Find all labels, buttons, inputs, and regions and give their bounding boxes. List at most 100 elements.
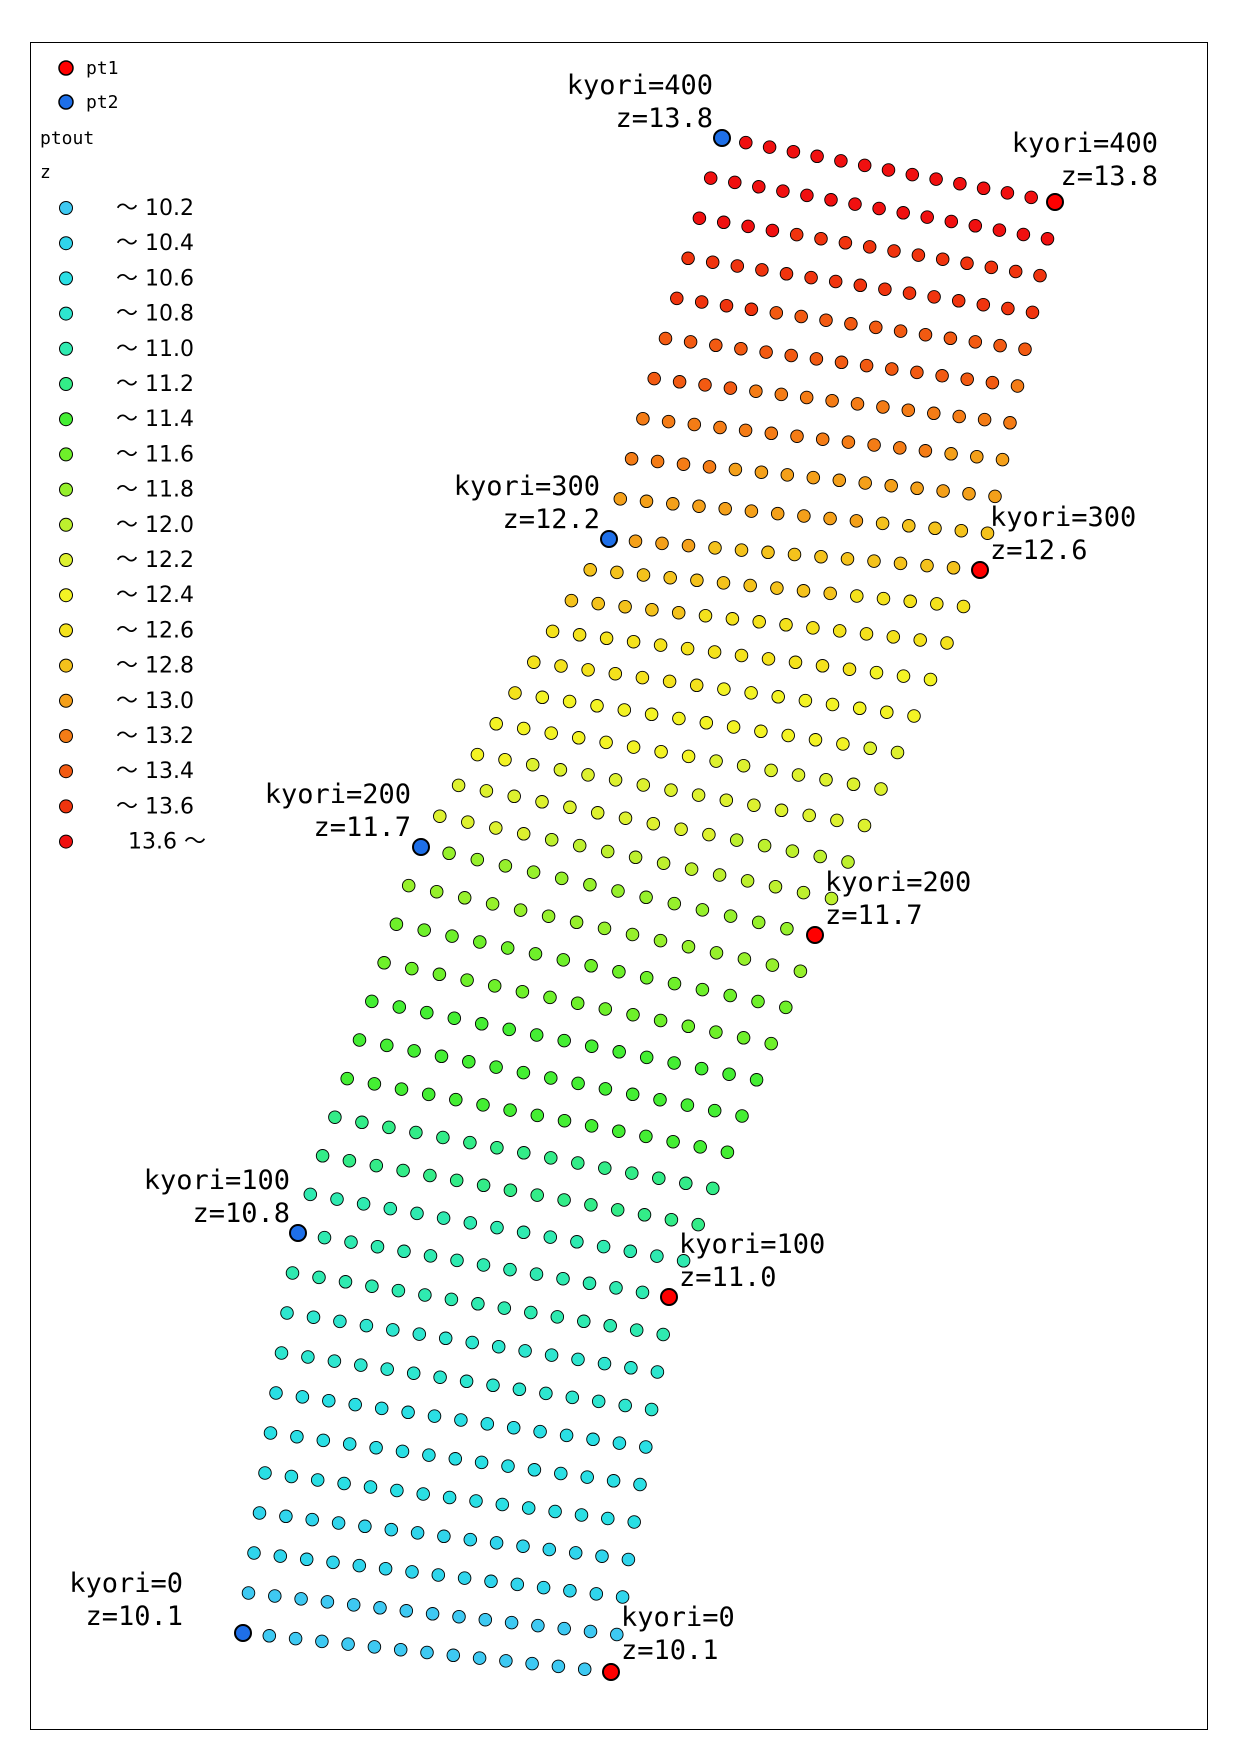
ptout-point xyxy=(288,1631,303,1646)
ptout-point xyxy=(676,457,691,471)
ptout-point xyxy=(512,1382,527,1397)
ptout-point xyxy=(650,1249,664,1263)
ptout-point xyxy=(544,832,559,847)
pt2-marker xyxy=(412,838,430,856)
ptout-point xyxy=(559,1428,574,1443)
ptout-point xyxy=(545,624,560,639)
ptout-point xyxy=(703,171,718,185)
pt1-kyori-label: kyori=200 xyxy=(825,867,971,898)
ptout-point xyxy=(377,956,391,970)
ptout-point xyxy=(687,417,702,432)
ptout-point xyxy=(911,248,926,262)
ptout-point xyxy=(544,1071,558,1085)
pt2-z-label: z=13.8 xyxy=(615,103,713,134)
ptout-point xyxy=(757,838,772,853)
ptout-point xyxy=(713,420,727,435)
ptout-point xyxy=(698,608,713,623)
ptout-point xyxy=(437,1529,451,1544)
ptout-point xyxy=(943,331,958,346)
ptout-point xyxy=(326,1555,340,1570)
ptout-point xyxy=(542,1542,557,1557)
ptout-point xyxy=(646,816,661,831)
ptout-point xyxy=(627,1515,641,1529)
ptout-point xyxy=(798,693,813,708)
legend-class-symbol xyxy=(59,693,73,708)
ptout-point xyxy=(405,961,419,976)
ptout-point xyxy=(709,754,723,768)
ptout-point xyxy=(661,414,676,429)
ptout-point xyxy=(516,721,531,736)
ptout-point xyxy=(858,476,872,490)
ptout-point xyxy=(501,1459,515,1473)
ptout-point xyxy=(392,1000,407,1014)
ptout-point xyxy=(548,1504,562,1519)
ptout-point xyxy=(518,1344,532,1358)
ptout-point xyxy=(479,784,494,798)
ptout-point xyxy=(849,514,864,528)
ptout-point xyxy=(583,1624,598,1639)
pt2-marker xyxy=(713,129,731,147)
ptout-point xyxy=(735,1109,749,1123)
ptout-point xyxy=(680,641,695,656)
ptout-point xyxy=(557,1113,572,1128)
legend-class-label: 〜 11.2 xyxy=(116,372,194,397)
ptout-point xyxy=(303,1187,318,1202)
ptout-point xyxy=(572,838,587,853)
ptout-point xyxy=(590,699,604,713)
pt1-kyori-label: kyori=0 xyxy=(621,1602,735,1633)
ptout-point xyxy=(698,378,712,392)
ptout-point xyxy=(535,690,550,705)
ptout-point xyxy=(338,1275,353,1289)
ptout-point xyxy=(730,259,745,273)
ptout-point xyxy=(796,885,811,900)
ptout-point xyxy=(653,1092,667,1107)
ptout-point xyxy=(656,856,671,870)
ptout-point xyxy=(886,630,901,644)
ptout-point xyxy=(346,1598,361,1612)
ptout-point xyxy=(553,763,568,777)
ptout-point xyxy=(581,663,595,677)
legend-class-label: 〜 12.8 xyxy=(116,654,194,679)
legend-class-label: 〜 11.6 xyxy=(116,442,194,467)
ptout-point xyxy=(306,1310,321,1324)
legend-class-symbol xyxy=(59,447,73,462)
ptout-point xyxy=(320,1595,335,1609)
ptout-point xyxy=(944,214,959,229)
ptout-point xyxy=(930,597,944,611)
ptout-point xyxy=(755,263,769,277)
map-frame xyxy=(30,42,1208,1730)
ptout-point xyxy=(901,403,916,417)
ptout-point xyxy=(374,1401,389,1416)
ptout-point xyxy=(340,1071,354,1086)
ptout-point xyxy=(953,176,967,191)
ptout-point xyxy=(709,338,723,353)
ptout-point xyxy=(446,1648,461,1663)
ptout-point xyxy=(728,175,742,190)
legend-class-symbol xyxy=(59,271,73,286)
pt1-marker xyxy=(806,926,824,944)
ptout-point xyxy=(463,1135,477,1150)
pt2-marker xyxy=(289,1224,307,1242)
legend-pt1-symbol xyxy=(58,60,74,76)
ptout-point xyxy=(799,390,814,405)
ptout-point xyxy=(610,565,624,580)
ptout-point xyxy=(734,543,749,557)
legend-class-label: 〜 10.4 xyxy=(116,231,194,256)
ptout-point xyxy=(544,1151,558,1165)
pt1-marker xyxy=(602,1663,620,1681)
ptout-point xyxy=(613,492,628,506)
ptout-point xyxy=(681,939,696,954)
legend-class-symbol xyxy=(59,553,73,567)
ptout-point xyxy=(504,1615,519,1630)
ptout-point xyxy=(395,1444,410,1459)
ptout-point xyxy=(824,891,839,906)
ptout-point xyxy=(459,1374,474,1389)
ptout-point xyxy=(935,252,950,266)
ptout-point xyxy=(342,1437,357,1451)
ptout-point xyxy=(836,737,850,751)
ptout-point xyxy=(563,800,577,815)
ptout-point xyxy=(647,371,661,386)
legend-class-symbol xyxy=(59,658,73,673)
ptout-point xyxy=(383,1201,398,1216)
ptout-point xyxy=(672,375,687,389)
